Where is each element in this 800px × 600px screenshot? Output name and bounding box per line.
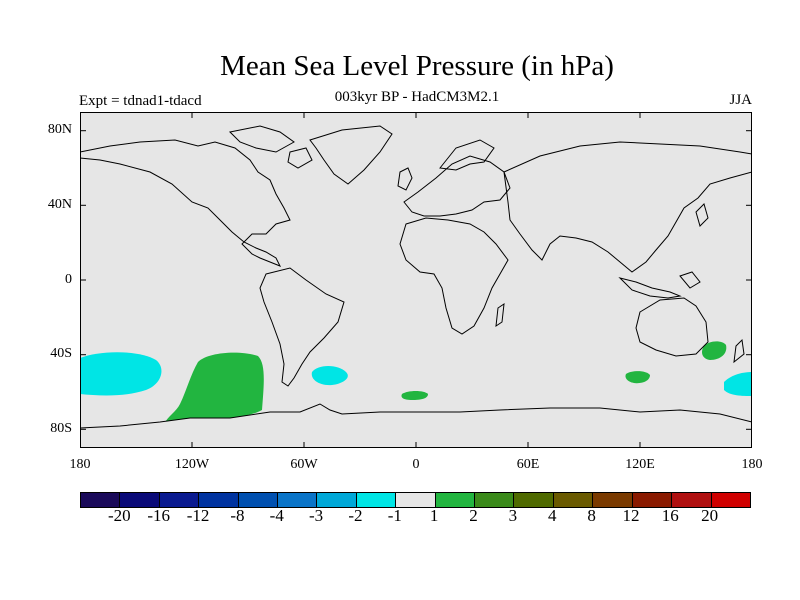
- anomaly-south-atlantic: [311, 366, 348, 386]
- colorbar-box: [553, 493, 594, 507]
- coast-scandinavia: [439, 139, 495, 171]
- colorbar: [80, 492, 751, 508]
- colorbar-label: 8: [587, 506, 596, 525]
- lat-label-40n: 40N: [47, 197, 72, 212]
- lon-label-0: 0: [412, 457, 420, 472]
- lon-label-60w: 60W: [290, 457, 318, 472]
- coast-indonesia: [618, 271, 701, 299]
- lat-label-80s: 80S: [50, 421, 72, 436]
- chart-subtitle: 003kyr BP - HadCM3M2.1: [334, 89, 500, 105]
- coast-british-isles: [397, 167, 413, 191]
- colorbar-label: 4: [547, 506, 557, 525]
- colorbar-box: [632, 493, 673, 507]
- coast-new-zealand: [733, 338, 745, 364]
- anomaly-regions: [80, 341, 752, 426]
- colorbar-box: [120, 493, 160, 507]
- anomaly-south-pacific-east-of-nz: [724, 372, 752, 396]
- colorbar-label: -2: [348, 506, 363, 525]
- coast-asia: [503, 141, 752, 273]
- lon-label-120e: 120E: [625, 457, 655, 472]
- colorbar-labels: -20 -16 -12 -8 -4 -3 -2 -1 1 2 3 4 8 12 16 20: [80, 506, 751, 528]
- colorbar-label: -4: [269, 506, 284, 525]
- colorbar-box: [396, 493, 436, 507]
- colorbar-label: -3: [309, 506, 324, 525]
- lat-label-40s: 40S: [50, 346, 72, 361]
- colorbar-label: 3: [508, 506, 518, 525]
- anomaly-south-of-africa: [401, 391, 428, 400]
- colorbar-label: -16: [147, 506, 171, 525]
- anomaly-southeast-pacific: [164, 352, 264, 426]
- colorbar-box: [435, 493, 476, 507]
- colorbar-label: -12: [186, 506, 210, 525]
- colorbar-label: 20: [701, 506, 719, 525]
- axis-ticks: [80, 112, 752, 448]
- colorbar-box: [159, 493, 200, 507]
- colorbar-label: -8: [230, 506, 245, 525]
- colorbar-label: 16: [661, 506, 679, 525]
- lon-label-180e: 180: [741, 457, 763, 472]
- colorbar-box: [672, 493, 712, 507]
- coastlines: [80, 125, 752, 448]
- anomaly-south-pacific-west: [80, 352, 162, 396]
- colorbar-label: 12: [622, 506, 640, 525]
- coast-madagascar: [495, 302, 505, 328]
- colorbar-label: -1: [387, 506, 402, 525]
- colorbar-label: -20: [108, 506, 131, 525]
- coast-europe: [403, 155, 511, 217]
- colorbar-box: [317, 493, 357, 507]
- colorbar-label: 1: [429, 506, 439, 525]
- coast-south-america: [259, 267, 345, 387]
- colorbar-box: [356, 493, 397, 507]
- coast-north-america: [80, 139, 291, 267]
- colorbar-box: [514, 493, 554, 507]
- colorbar-box: [199, 493, 239, 507]
- coast-japan: [695, 203, 709, 227]
- colorbar-box: [593, 493, 633, 507]
- experiment-label: Expt = tdnad1-tdacd: [79, 93, 202, 109]
- coast-africa: [399, 217, 509, 335]
- colorbar-box: [238, 493, 279, 507]
- colorbar-box: [475, 493, 515, 507]
- lon-label-180w: 180: [69, 457, 91, 472]
- colorbar-label: 2: [469, 506, 478, 525]
- anomaly-south-indian: [625, 371, 650, 384]
- season-label: JJA: [729, 92, 752, 108]
- colorbar-box: [278, 493, 318, 507]
- lon-label-120w: 120W: [174, 457, 210, 472]
- lat-label-80n: 80N: [47, 122, 72, 137]
- coast-arctic-islands: [228, 125, 313, 169]
- coast-greenland: [309, 125, 393, 185]
- world-map: [80, 112, 752, 448]
- coast-antarctica: [80, 403, 752, 448]
- colorbar-box: [711, 493, 750, 507]
- coast-australia: [635, 297, 709, 357]
- colorbar-box: [81, 493, 121, 507]
- chart-title: Mean Sea Level Pressure (in hPa): [220, 50, 614, 82]
- lon-label-60e: 60E: [516, 457, 540, 472]
- anomaly-tasman-sea: [702, 341, 727, 360]
- lat-label-0: 0: [65, 272, 72, 287]
